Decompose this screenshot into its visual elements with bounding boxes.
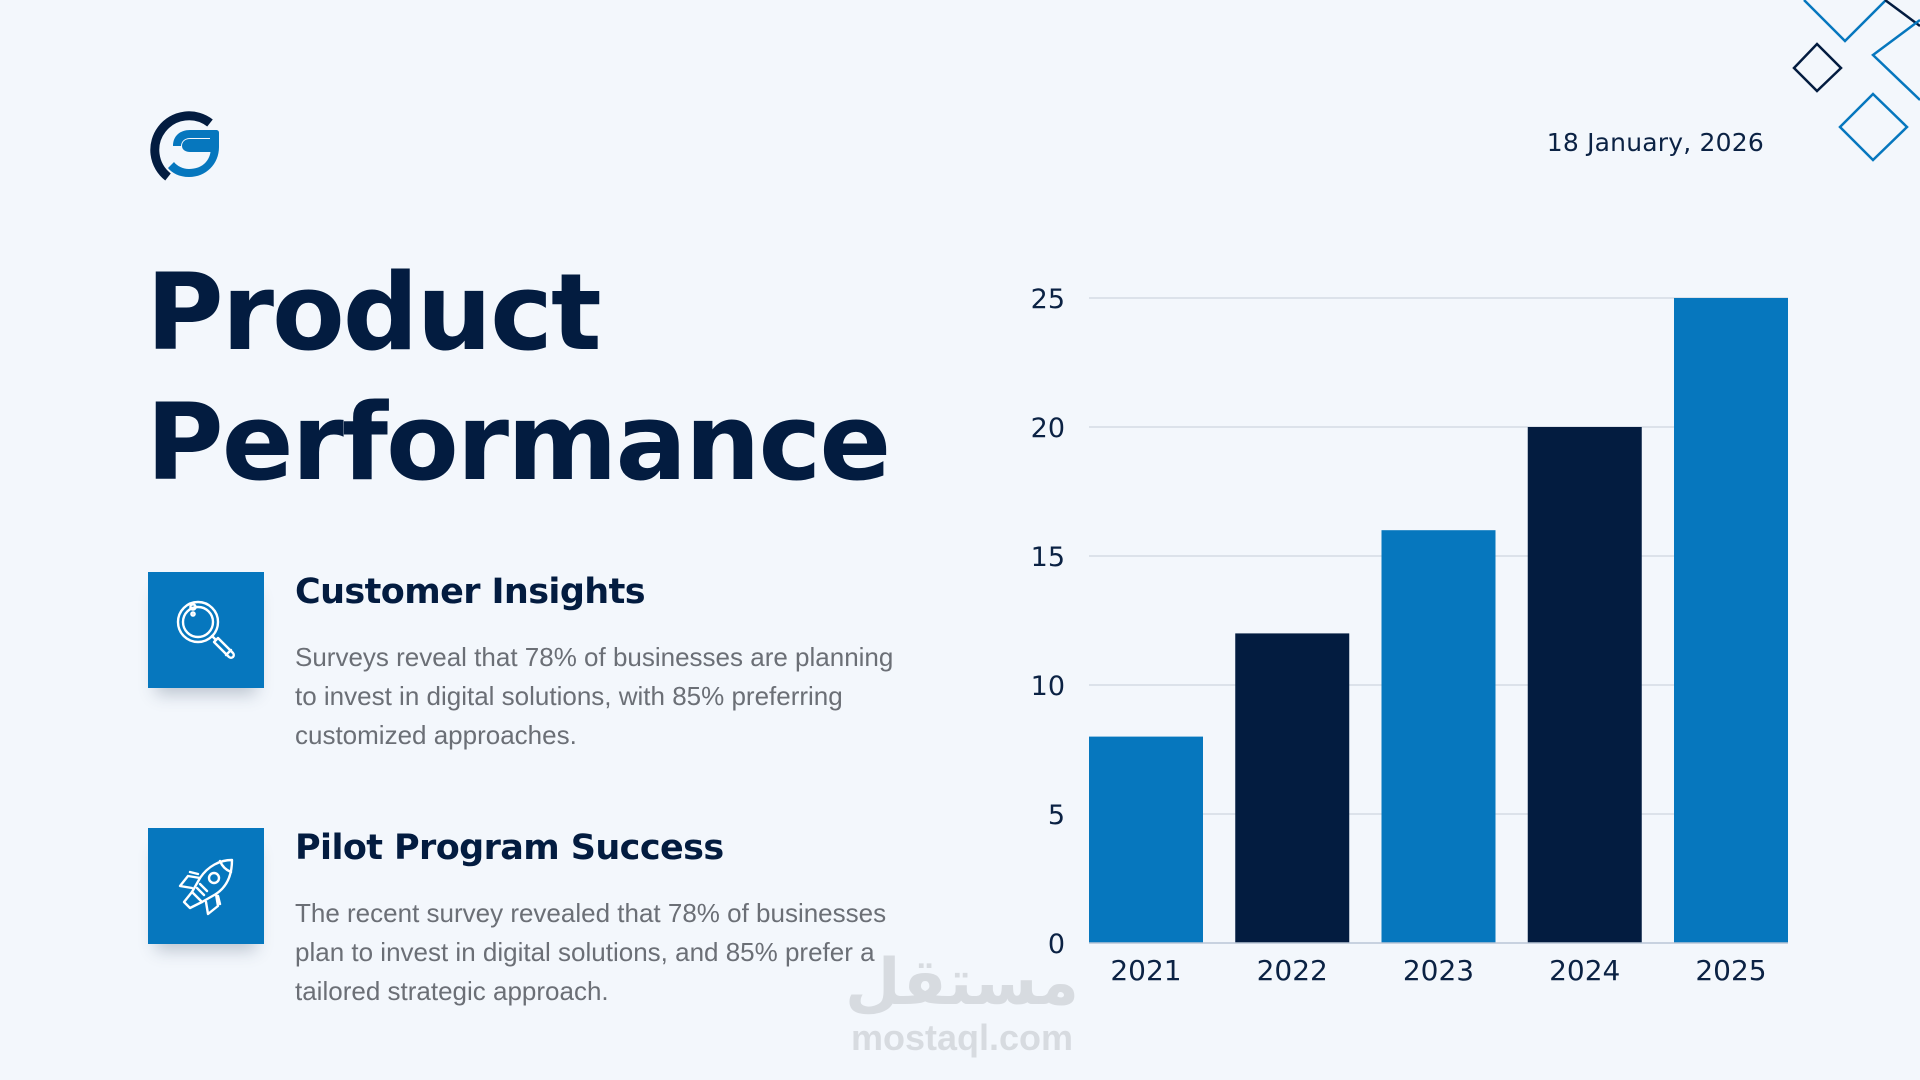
bar-2021	[1089, 736, 1203, 943]
rocket-icon	[178, 858, 234, 916]
title-line-1: Product	[146, 251, 602, 374]
y-tick-label: 5	[1048, 800, 1065, 831]
decorative-diamonds	[1792, 0, 1920, 162]
diamond-outline-top-navy	[1884, 0, 1920, 28]
y-tick-label: 20	[1031, 413, 1065, 444]
bar-layer	[1089, 298, 1788, 943]
feature-heading: Pilot Program Success	[295, 828, 724, 868]
x-tick-labels: 2021 2022 2023 2024 2025	[1110, 954, 1766, 987]
icon-box	[148, 572, 264, 688]
grid-layer	[1089, 297, 1788, 815]
magnifier-icon	[176, 600, 235, 659]
x-tick-label: 2025	[1695, 954, 1766, 987]
y-tick-labels: 0 5 10 15 20 25	[1031, 284, 1065, 960]
x-tick-label: 2021	[1110, 954, 1181, 987]
icon-box	[148, 828, 264, 944]
page-title: Product Performance	[146, 248, 891, 508]
feature-body: Surveys reveal that 78% of businesses ar…	[295, 642, 894, 750]
bar-2022	[1235, 633, 1350, 943]
diamond-blue	[1838, 92, 1909, 162]
title-line-2: Performance	[146, 381, 891, 504]
y-tick-label: 25	[1031, 284, 1065, 315]
diamond-outline-top-blue	[1803, 0, 1887, 43]
diamond-navy	[1792, 42, 1843, 93]
bar-2023	[1381, 530, 1496, 943]
feature-heading: Customer Insights	[295, 572, 646, 612]
bar-2025	[1674, 298, 1788, 943]
diamond-outline-right-blue	[1871, 18, 1920, 101]
y-tick-label: 0	[1048, 929, 1065, 960]
y-tick-label: 10	[1031, 671, 1065, 702]
watermark-latin: mostaql.com	[850, 1017, 1074, 1058]
y-tick-label: 15	[1031, 542, 1065, 573]
date-label: 18 January, 2026	[1546, 128, 1764, 157]
x-tick-label: 2023	[1403, 954, 1474, 987]
bar-2024	[1527, 427, 1642, 943]
x-tick-label: 2022	[1257, 954, 1328, 987]
company-logo	[150, 111, 219, 181]
x-tick-label: 2024	[1549, 954, 1620, 987]
feature-body: The recent survey revealed that 78% of b…	[295, 898, 887, 1006]
